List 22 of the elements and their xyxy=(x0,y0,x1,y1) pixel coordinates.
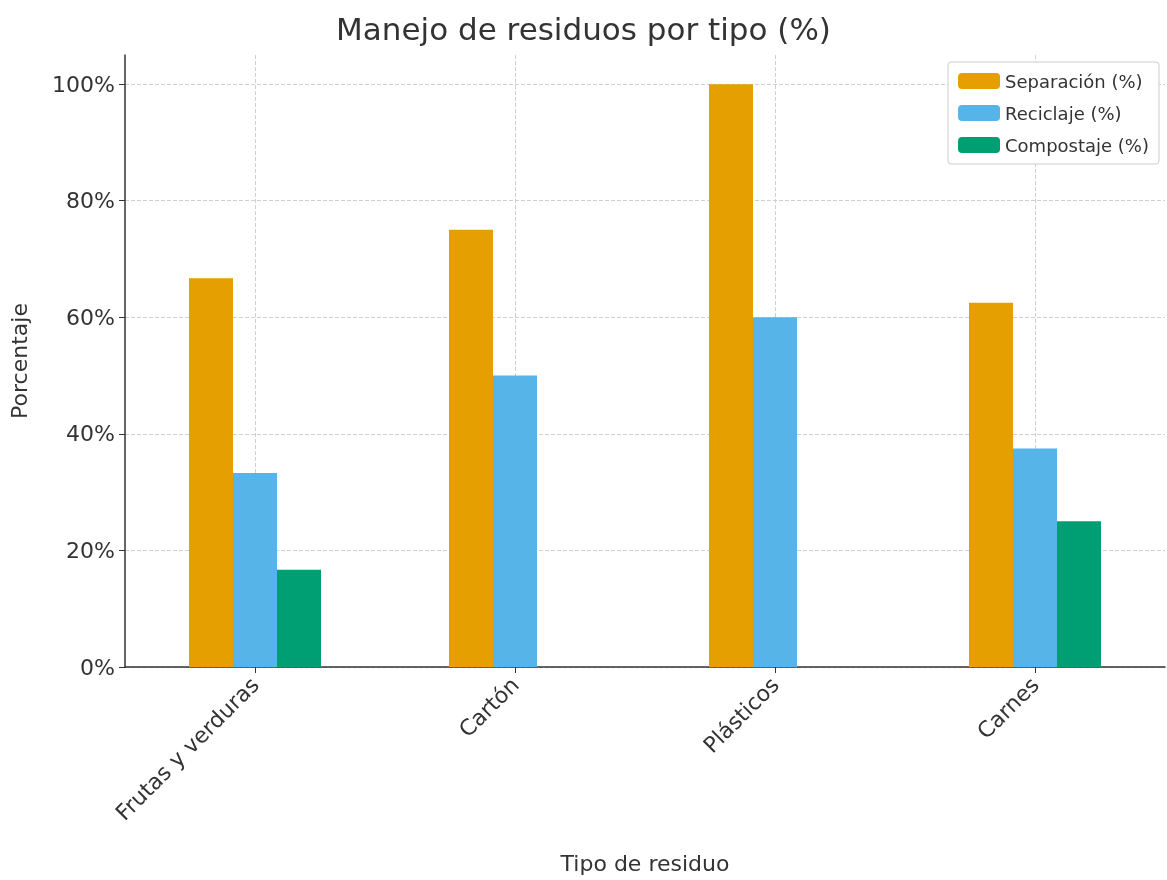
bar xyxy=(969,302,1013,667)
y-tick-label: 60% xyxy=(66,304,115,330)
legend-label: Separación (%) xyxy=(1005,70,1143,92)
bar xyxy=(709,84,753,667)
bar xyxy=(493,375,537,667)
bar xyxy=(1013,448,1057,667)
x-axis-title: Tipo de residuo xyxy=(559,850,730,876)
chart-title: Manejo de residuos por tipo (%) xyxy=(336,10,831,47)
y-tick-label: 20% xyxy=(66,537,115,563)
y-axis-title: Porcentaje xyxy=(6,303,32,419)
y-tick-label: 100% xyxy=(52,71,115,97)
bar xyxy=(753,317,797,667)
bar xyxy=(233,472,277,667)
legend-label: Reciclaje (%) xyxy=(1005,102,1122,124)
bar xyxy=(189,278,233,667)
legend-label: Compostaje (%) xyxy=(1005,134,1149,156)
bar xyxy=(1057,521,1101,667)
y-tick-label: 80% xyxy=(66,188,115,214)
y-tick-label: 0% xyxy=(80,654,115,680)
bar xyxy=(449,229,493,667)
bar xyxy=(277,569,321,667)
y-tick-label: 40% xyxy=(66,421,115,447)
